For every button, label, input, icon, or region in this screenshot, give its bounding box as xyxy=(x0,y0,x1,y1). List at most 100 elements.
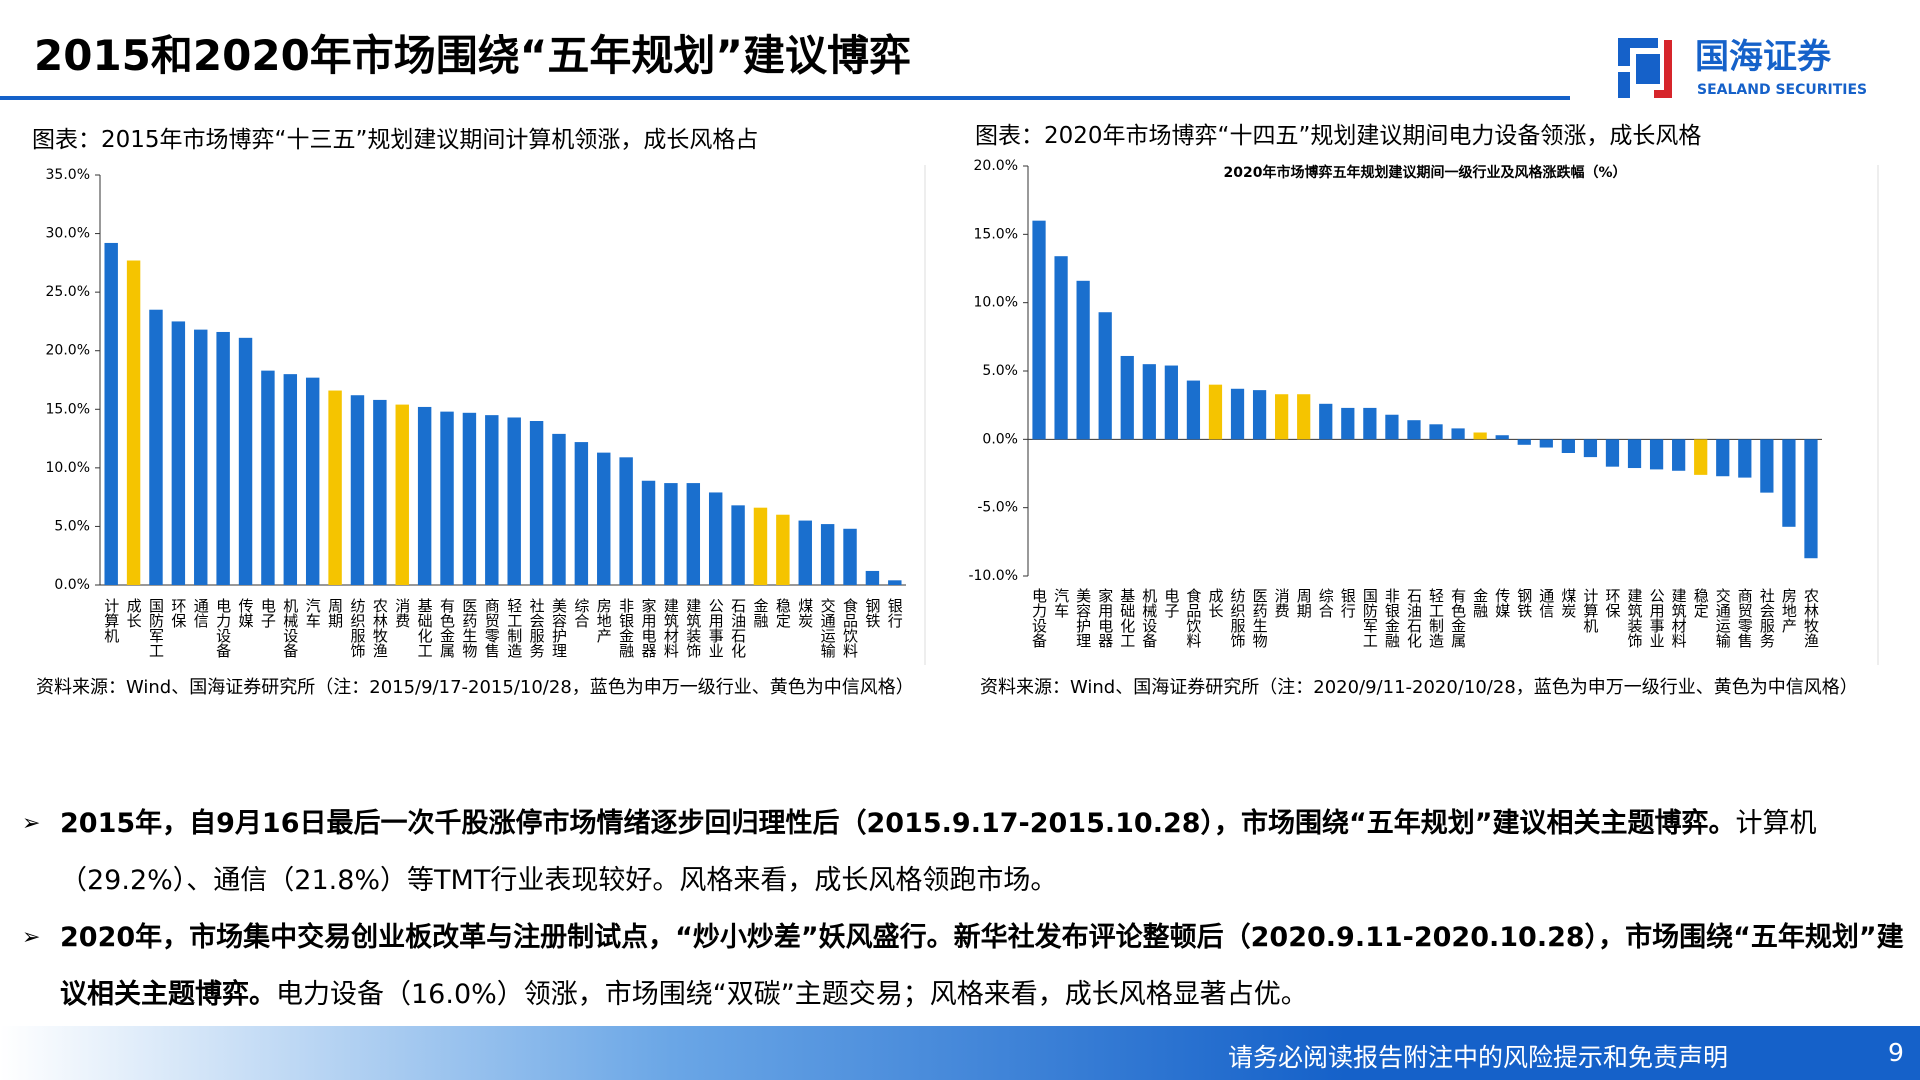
x-tick-label: 消费 xyxy=(1273,588,1291,618)
x-tick-label: 轻工制造 xyxy=(1427,588,1445,649)
bar xyxy=(283,374,298,585)
bar xyxy=(641,480,656,585)
bar xyxy=(1716,439,1730,477)
bar xyxy=(843,528,857,585)
bar xyxy=(1341,407,1355,440)
y-tick-label: -5.0% xyxy=(977,500,1018,516)
chart-caption: 图表：2015年市场博弈“十三五”规划建议期间计算机领涨，成长风格占 xyxy=(32,127,759,153)
bar xyxy=(1561,439,1575,453)
bar xyxy=(731,505,745,585)
x-tick-label: 机械设备 xyxy=(281,598,299,658)
x-tick-label: 钢铁 xyxy=(1515,588,1533,618)
bar xyxy=(1319,403,1333,440)
x-tick-label: 综合 xyxy=(1317,588,1335,618)
bar xyxy=(753,507,768,585)
x-tick-label: 电子 xyxy=(1162,588,1180,618)
x-tick-label: 钢铁 xyxy=(863,598,881,628)
bar xyxy=(1782,439,1796,527)
bar xyxy=(194,329,208,585)
bar xyxy=(1120,355,1134,440)
x-tick-label: 传媒 xyxy=(237,598,255,628)
chart-caption: 图表：2020年市场博弈“十四五”规划建议期间电力设备领涨，成长风格 xyxy=(975,123,1702,149)
y-tick-label: 0.0% xyxy=(54,577,90,593)
x-tick-label: 煤炭 xyxy=(1559,588,1577,618)
x-tick-label: 建筑材料 xyxy=(1670,588,1688,648)
bullet-text: 计算机（29.2%）、通信（21.8%）等TMT行业表现较好。风格来看，成长风格… xyxy=(60,808,1817,896)
logo-en: SEALAND SECURITIES xyxy=(1697,82,1867,98)
bar xyxy=(1363,407,1377,440)
x-tick-label: 计算机 xyxy=(102,598,120,644)
x-tick-label: 通信 xyxy=(192,598,210,628)
y-tick-label: 5.0% xyxy=(54,518,90,534)
logo-cn: 国海证券 xyxy=(1695,37,1832,77)
bar xyxy=(305,377,320,585)
x-tick-label: 综合 xyxy=(572,598,590,628)
y-tick-label: 20.0% xyxy=(46,343,90,359)
x-tick-label: 建筑装饰 xyxy=(1626,588,1644,648)
bar xyxy=(529,421,544,585)
x-tick-label: 家用电器 xyxy=(640,598,658,658)
title-rule xyxy=(0,96,1570,100)
y-tick-label: 20.0% xyxy=(974,158,1018,174)
chart-source: 资料来源：Wind、国海证券研究所（注：2015/9/17-2015/10/28… xyxy=(36,677,914,698)
slide-title: 2015和2020年市场围绕“五年规划”建议博弈 xyxy=(34,31,911,80)
x-tick-label: 基础化工 xyxy=(1118,588,1136,648)
bar xyxy=(1252,390,1267,440)
bullet: 2015年，自9月16日最后一次千股涨停市场情绪逐步回归理性后（2015.9.1… xyxy=(22,795,1912,909)
x-tick-label: 轻工制造 xyxy=(505,598,523,659)
y-tick-label: 5.0% xyxy=(982,363,1018,379)
bar xyxy=(1098,312,1112,440)
bar xyxy=(104,242,118,585)
bar xyxy=(1054,256,1068,440)
x-tick-label: 通信 xyxy=(1537,588,1555,618)
bar xyxy=(1760,439,1774,493)
x-tick-label: 医药生物 xyxy=(1251,588,1269,649)
x-tick-label: 非银金融 xyxy=(617,598,635,658)
x-tick-label: 国防军工 xyxy=(147,598,165,658)
x-tick-label: 农林牧渔 xyxy=(1802,588,1820,648)
chart-source: 资料来源：Wind、国海证券研究所（注：2020/9/11-2020/10/28… xyxy=(980,677,1858,698)
x-tick-label: 有色金属 xyxy=(438,598,456,658)
x-tick-label: 医药生物 xyxy=(460,598,478,659)
bar xyxy=(126,260,141,585)
x-tick-label: 成长 xyxy=(125,598,143,628)
x-tick-label: 金融 xyxy=(1471,588,1489,618)
bullet-bold: 2020年，市场集中交易创业板改革与注册制试点，“炒小炒差”妖风盛行。新华社发布… xyxy=(60,922,1904,1010)
bar xyxy=(171,321,186,585)
bar xyxy=(619,457,633,585)
x-tick-label: 房地产 xyxy=(1780,588,1798,633)
bar xyxy=(1164,365,1178,440)
x-tick-label: 金融 xyxy=(751,598,769,628)
x-tick-label: 石油石化 xyxy=(729,598,747,658)
bar xyxy=(1583,439,1598,458)
bar xyxy=(1605,439,1620,467)
bar xyxy=(1738,439,1752,478)
bar xyxy=(485,415,499,585)
bar xyxy=(686,483,701,585)
x-tick-label: 成长 xyxy=(1206,588,1224,618)
x-tick-label: 电力设备 xyxy=(1030,588,1048,648)
bar xyxy=(1076,280,1090,440)
bar xyxy=(865,570,880,585)
bar xyxy=(1627,439,1642,469)
x-tick-label: 房地产 xyxy=(595,598,613,643)
bar xyxy=(328,390,342,585)
bar xyxy=(350,395,365,585)
x-tick-label: 纺织服饰 xyxy=(348,598,366,658)
bar xyxy=(238,337,253,585)
page-number: 9 xyxy=(1888,1038,1904,1067)
x-tick-label: 非银金融 xyxy=(1383,588,1401,648)
x-tick-label: 银行 xyxy=(886,598,904,629)
bar xyxy=(1694,439,1708,475)
x-tick-label: 商贸零售 xyxy=(483,598,501,658)
x-tick-label: 社会服务 xyxy=(528,598,546,659)
x-tick-label: 交通运输 xyxy=(819,597,837,658)
x-tick-label: 电子 xyxy=(259,598,277,628)
x-tick-label: 美容护理 xyxy=(1074,588,1092,648)
logo: 国海证券 SEALAND SECURITIES xyxy=(1618,37,1867,98)
x-tick-label: 商贸零售 xyxy=(1736,588,1754,648)
x-tick-label: 汽车 xyxy=(304,598,322,628)
bar xyxy=(1473,432,1487,440)
